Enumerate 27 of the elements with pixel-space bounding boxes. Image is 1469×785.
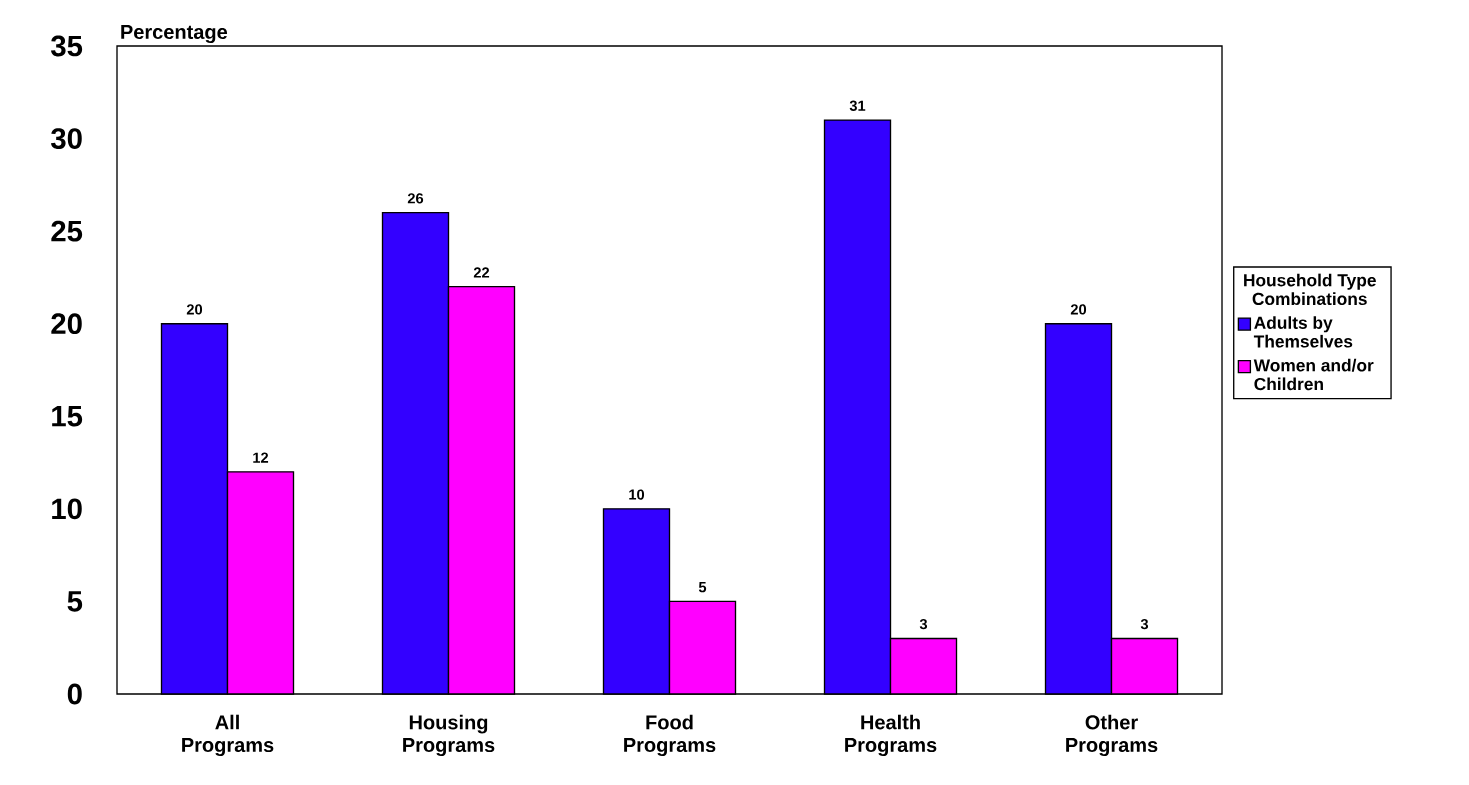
data-label: 10	[629, 489, 645, 500]
data-label: 5	[698, 582, 707, 593]
y-tick-label: 10	[52, 498, 82, 520]
data-label: 26	[407, 193, 424, 204]
y-tick-label: 0	[67, 683, 82, 705]
data-label: 20	[1070, 304, 1087, 315]
legend-title: Household Type Combinations	[1244, 273, 1376, 306]
data-label: 12	[253, 452, 269, 463]
x-tick-label: Housing Programs	[403, 714, 495, 757]
x-tick-label: Food Programs	[624, 714, 716, 757]
y-tick-label: 5	[67, 591, 83, 612]
data-label: 20	[186, 304, 203, 315]
y-tick-label: 15	[52, 406, 83, 427]
y-tick-label: 20	[51, 313, 82, 335]
legend-label: Adults by Themselves	[1253, 316, 1353, 348]
y-tick-label: 35	[51, 35, 83, 57]
x-tick-label: Health Programs	[845, 714, 937, 757]
y-tick-label: 30	[51, 128, 82, 149]
data-label: 3	[919, 618, 928, 630]
y-tick-label: 25	[51, 220, 83, 242]
x-tick-label: All Programs	[182, 714, 274, 757]
y-axis-title: Percentage	[121, 25, 228, 44]
data-label: 22	[473, 267, 490, 278]
legend-label: Women and/or Children	[1253, 358, 1374, 391]
data-label: 3	[1140, 618, 1149, 630]
x-tick-label: Other Programs	[1066, 714, 1158, 757]
data-label: 31	[849, 100, 866, 111]
